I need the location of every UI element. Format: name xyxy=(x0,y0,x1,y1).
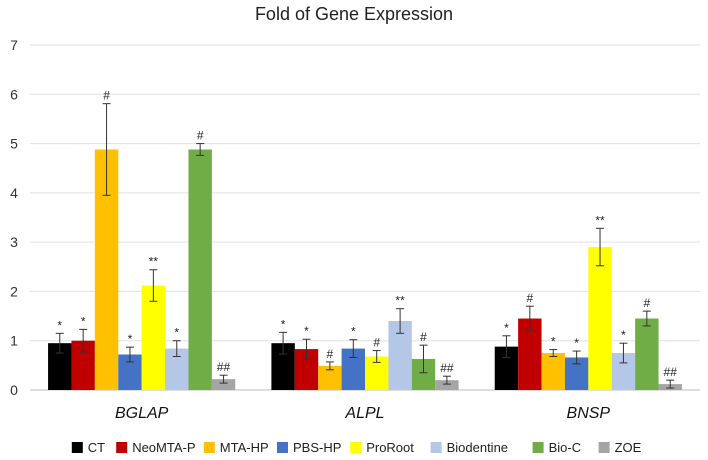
bar xyxy=(118,354,142,390)
significance-label: * xyxy=(574,336,579,350)
legend-swatch xyxy=(598,442,610,453)
significance-label: # xyxy=(373,336,380,350)
legend-label: ProRoot xyxy=(366,440,414,455)
bar xyxy=(411,358,436,390)
significance-label: # xyxy=(420,330,427,344)
bars xyxy=(48,149,682,390)
category-label: BGLAP xyxy=(115,405,169,422)
bar xyxy=(48,343,72,390)
legend-item: ZOE xyxy=(598,440,642,455)
significance-label: # xyxy=(327,347,334,361)
legend-label: NeoMTA-P xyxy=(132,440,195,455)
significance-label: * xyxy=(351,325,356,339)
legend-label: ZOE xyxy=(615,440,642,455)
chart-title: Fold of Gene Expression xyxy=(255,4,453,24)
significance-label: * xyxy=(304,324,309,338)
bar xyxy=(188,149,212,390)
y-tick-label: 4 xyxy=(10,185,18,201)
significance-label: ** xyxy=(395,294,405,308)
significance-label: * xyxy=(128,332,133,346)
legend-item: Bio-C xyxy=(532,440,582,455)
significance-label: ## xyxy=(440,361,454,375)
y-tick-label: 1 xyxy=(10,333,18,349)
bar xyxy=(71,340,95,390)
bar xyxy=(635,318,659,390)
y-tick-label: 2 xyxy=(10,283,18,299)
bar xyxy=(541,353,565,390)
significance-label: ** xyxy=(149,255,159,269)
bar xyxy=(341,348,365,390)
significance-label: * xyxy=(551,335,556,349)
bar xyxy=(271,343,295,390)
legend-item: CT xyxy=(71,440,105,455)
significance-label: # xyxy=(103,89,110,103)
bar xyxy=(318,365,342,390)
category-label: ALPL xyxy=(344,405,384,422)
significance-label: * xyxy=(174,326,179,340)
significance-label: * xyxy=(57,318,62,332)
significance-label: # xyxy=(643,296,650,310)
bar xyxy=(388,321,412,390)
bar xyxy=(588,247,612,390)
y-tick-label: 7 xyxy=(10,37,18,53)
legend: CT NeoMTA-P MTA-HP PBS-HP ProRoot Biodentine B… xyxy=(71,440,642,455)
significance-label: * xyxy=(621,328,626,342)
legend-label: CT xyxy=(88,440,105,455)
bar xyxy=(435,380,459,390)
significance-labels: * *#****###* *#*#**###*#* ****### xyxy=(57,89,677,379)
bar xyxy=(564,357,589,390)
legend-swatch xyxy=(203,442,215,453)
category-label: BNSP xyxy=(567,405,611,422)
error-bars xyxy=(55,103,675,389)
bar xyxy=(365,356,389,390)
legend-label: Bio-C xyxy=(549,440,582,455)
legend-item: MTA-HP xyxy=(203,440,269,455)
legend-swatch xyxy=(277,442,288,453)
legend-label: PBS-HP xyxy=(293,440,341,455)
bar xyxy=(211,379,236,390)
y-tick-label: 5 xyxy=(10,136,18,152)
bar xyxy=(494,346,519,390)
bar xyxy=(141,285,166,390)
legend-label: MTA-HP xyxy=(220,440,269,455)
bar xyxy=(518,318,542,390)
bar xyxy=(611,353,636,390)
y-tick-label: 0 xyxy=(10,382,18,398)
legend-swatch xyxy=(532,442,544,453)
legend-item: Biodentine xyxy=(430,440,508,455)
significance-label: # xyxy=(197,129,204,143)
bar xyxy=(165,348,189,390)
y-tick-label: 3 xyxy=(10,234,18,250)
significance-label: * xyxy=(81,314,86,328)
legend-label: Biodentine xyxy=(447,440,508,455)
significance-label: ## xyxy=(664,365,678,379)
significance-label: ## xyxy=(217,360,231,374)
legend-item: PBS-HP xyxy=(277,440,341,455)
legend-swatch xyxy=(116,442,128,453)
legend-swatch xyxy=(350,442,362,453)
legend-swatch xyxy=(430,442,442,453)
significance-label: * xyxy=(281,317,286,331)
legend-swatch xyxy=(71,442,83,453)
legend-item: NeoMTA-P xyxy=(116,440,196,455)
significance-label: ** xyxy=(595,213,605,227)
y-tick-label: 6 xyxy=(10,86,18,102)
y-axis-ticks: 0 1 2 3 4 5 6 7 xyxy=(10,37,18,398)
significance-label: * xyxy=(504,321,509,335)
bar xyxy=(94,149,119,390)
legend-item: ProRoot xyxy=(350,440,414,455)
bar xyxy=(294,349,319,390)
significance-label: # xyxy=(526,291,533,305)
x-axis-categories: BGLAP ALPL BNSP xyxy=(115,405,610,422)
